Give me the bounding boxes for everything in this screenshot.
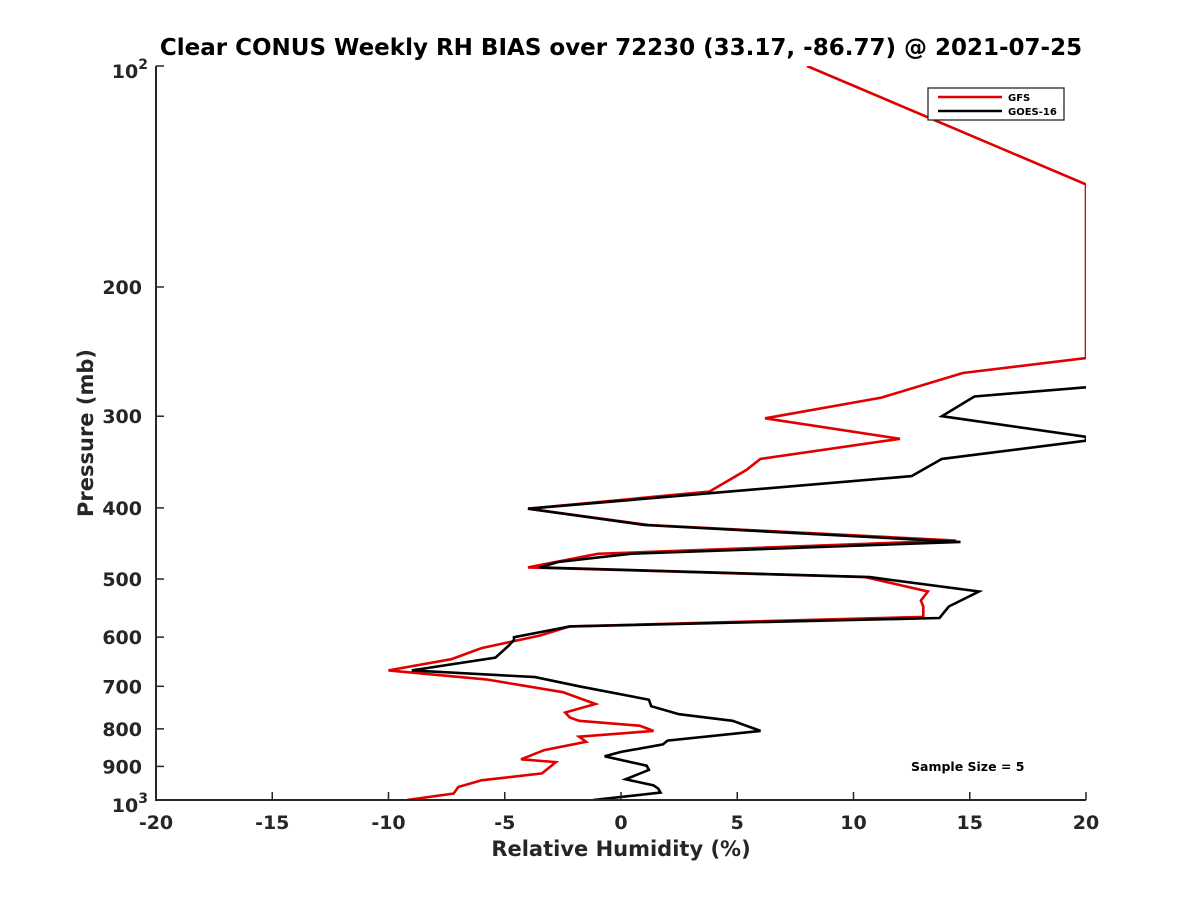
series-line-goes16	[411, 386, 1086, 800]
y-axis-label: Pressure (mb)	[74, 349, 98, 517]
x-tick-label: 10	[840, 812, 866, 834]
y-tick-label: 600	[102, 627, 142, 649]
y-tick-label: 500	[102, 569, 142, 591]
legend-label-goes16: GOES-16	[1008, 107, 1057, 118]
x-tick-label: 0	[614, 812, 627, 834]
axes-layer	[155, 66, 1086, 801]
sample-size-annotation: Sample Size = 5	[911, 759, 1024, 774]
chart-title: Clear CONUS Weekly RH BIAS over 72230 (3…	[160, 35, 1082, 61]
y-tick-label: 102	[112, 57, 148, 83]
x-tick-label: -5	[494, 812, 515, 834]
x-tick-label: 20	[1073, 812, 1099, 834]
legend-box	[927, 87, 1065, 121]
legend-label-gfs: GFS	[1008, 93, 1030, 104]
x-tick-label: -10	[371, 812, 405, 834]
y-tick-label: 800	[102, 719, 142, 741]
x-tick-label: -15	[255, 812, 289, 834]
legend: GFS GOES-16	[927, 87, 1065, 121]
ticks-layer: -20 -15 -10 -5 0 5 10 15 20 102 200 300 400 500 600 700…	[102, 57, 1099, 834]
y-tick-label: 700	[102, 676, 142, 698]
x-tick-label: -20	[139, 812, 173, 834]
y-tick-label: 103	[112, 791, 148, 817]
series-line-gfs	[388, 66, 1086, 800]
y-tick-label: 300	[102, 406, 142, 428]
y-tick-label: 200	[102, 277, 142, 299]
series-layer	[388, 66, 1086, 800]
y-tick-label: 400	[102, 498, 142, 520]
y-tick-label: 900	[102, 756, 142, 778]
x-tick-label: 15	[957, 812, 983, 834]
x-tick-label: 5	[731, 812, 744, 834]
x-axis-label: Relative Humidity (%)	[491, 837, 750, 861]
